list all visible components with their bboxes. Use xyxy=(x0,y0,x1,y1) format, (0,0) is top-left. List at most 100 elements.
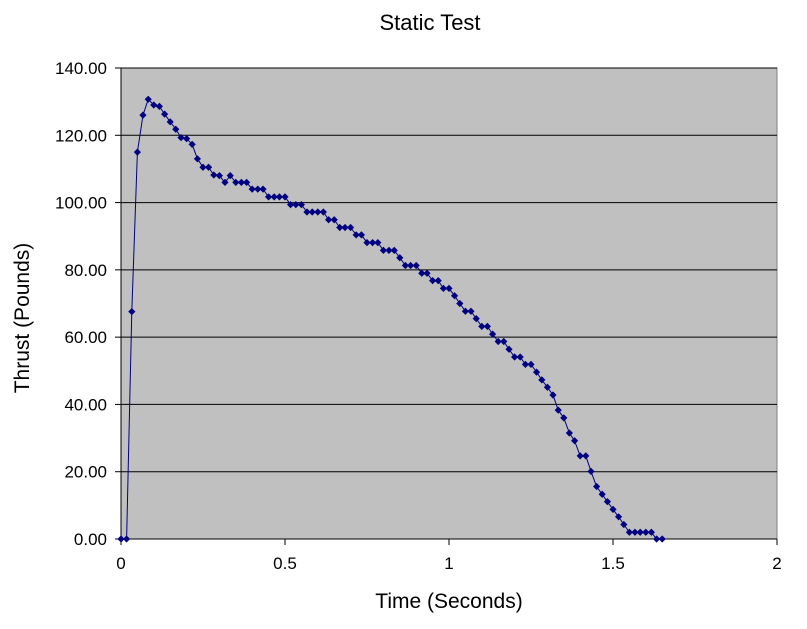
data-point xyxy=(647,528,655,536)
data-point xyxy=(297,200,305,209)
data-point xyxy=(357,231,366,239)
data-point xyxy=(450,292,459,300)
data-point xyxy=(177,134,185,142)
data-point xyxy=(150,101,158,109)
y-tick-label: 0.00 xyxy=(74,530,107,549)
data-point xyxy=(330,216,338,224)
data-point xyxy=(144,95,152,103)
y-tick-label: 140.00 xyxy=(55,59,107,78)
data-point xyxy=(341,223,349,232)
y-tick-label: 60.00 xyxy=(64,328,107,347)
data-point xyxy=(319,208,327,216)
data-point xyxy=(576,452,584,460)
data-point xyxy=(368,239,377,247)
data-point xyxy=(483,322,491,330)
x-axis-title: Time (Seconds) xyxy=(375,590,522,613)
data-point xyxy=(221,178,229,186)
data-point xyxy=(303,208,311,216)
data-point xyxy=(390,246,398,254)
data-point xyxy=(461,307,469,315)
y-tick-labels: 0.00 20.00 40.00 60.00 80.00 100.00 120.00 140.… xyxy=(55,59,107,549)
data-point xyxy=(593,482,601,491)
data-point xyxy=(352,231,360,239)
data-point xyxy=(226,172,234,180)
data-point xyxy=(505,345,513,353)
data-point xyxy=(254,185,262,193)
axes xyxy=(115,67,778,545)
data-point xyxy=(516,353,524,361)
x-tick-label: 1 xyxy=(444,554,453,573)
data-point xyxy=(429,277,437,285)
data-point xyxy=(603,498,612,506)
x-tick-label: 1.5 xyxy=(601,554,625,573)
data-point xyxy=(325,216,333,224)
thrust-series-markers xyxy=(117,95,666,543)
data-point xyxy=(609,505,617,513)
data-point xyxy=(281,193,289,201)
data-point xyxy=(560,414,568,422)
data-point xyxy=(587,467,595,475)
data-point xyxy=(571,437,579,445)
data-point xyxy=(565,429,573,437)
y-axis-title: Thrust (Pounds) xyxy=(11,243,34,394)
data-point xyxy=(445,284,453,292)
data-point xyxy=(117,535,125,543)
data-point xyxy=(472,315,480,323)
data-point xyxy=(538,376,546,384)
x-tick-label: 0 xyxy=(116,554,125,573)
data-point xyxy=(259,185,267,193)
data-point xyxy=(128,307,136,316)
data-point xyxy=(133,148,141,156)
data-point xyxy=(204,163,213,171)
data-point xyxy=(199,163,207,171)
data-point xyxy=(172,125,180,133)
data-point xyxy=(582,452,590,460)
data-point xyxy=(412,261,420,270)
chart-title: Static Test xyxy=(379,10,480,35)
data-point xyxy=(193,155,202,163)
y-tick-label: 40.00 xyxy=(64,395,107,414)
data-point xyxy=(653,535,661,543)
data-point xyxy=(543,383,551,391)
data-point xyxy=(265,193,273,201)
data-point xyxy=(439,284,448,292)
data-point xyxy=(270,193,278,201)
data-point xyxy=(210,171,218,179)
x-tick-label: 2 xyxy=(772,554,781,573)
data-point xyxy=(166,118,174,126)
data-point xyxy=(549,391,557,399)
data-point xyxy=(363,239,371,247)
data-point xyxy=(188,140,196,148)
data-point xyxy=(418,269,426,277)
data-point xyxy=(532,368,541,376)
data-point xyxy=(511,353,519,361)
data-point xyxy=(407,261,415,270)
data-point xyxy=(658,535,666,543)
data-point xyxy=(521,360,530,368)
data-point xyxy=(374,239,382,247)
data-point xyxy=(434,277,442,285)
data-point xyxy=(527,360,535,368)
data-point xyxy=(286,200,295,209)
data-point xyxy=(625,528,633,536)
data-point xyxy=(122,535,131,543)
data-point xyxy=(308,208,316,216)
data-point xyxy=(489,330,497,338)
data-point xyxy=(614,513,623,521)
data-point xyxy=(347,223,355,232)
data-point xyxy=(401,261,409,270)
data-point xyxy=(467,307,475,315)
gridlines xyxy=(121,67,777,473)
data-point xyxy=(423,269,431,277)
data-point xyxy=(636,528,644,536)
data-point xyxy=(243,178,251,186)
data-point xyxy=(396,254,404,262)
data-point xyxy=(385,246,393,254)
data-point xyxy=(155,102,163,110)
data-point xyxy=(237,178,245,186)
data-point xyxy=(232,178,240,186)
data-point xyxy=(620,520,628,529)
data-point xyxy=(631,528,639,536)
data-point xyxy=(161,110,169,118)
